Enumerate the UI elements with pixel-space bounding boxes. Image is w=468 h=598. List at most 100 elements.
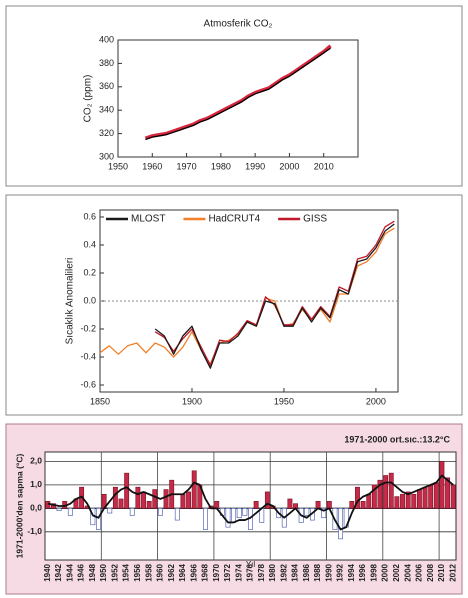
y-tick-label: 0.0 bbox=[83, 295, 96, 305]
bar bbox=[411, 493, 417, 509]
bar bbox=[203, 508, 208, 530]
bar bbox=[264, 491, 270, 509]
bar bbox=[231, 508, 237, 523]
x-tick-label: 1968 bbox=[201, 563, 210, 581]
bar bbox=[383, 475, 389, 509]
x-tick-label: 1972 bbox=[223, 563, 232, 581]
x-tick-label: 1952 bbox=[110, 563, 119, 581]
bar bbox=[326, 501, 332, 509]
y-tick-label: 400 bbox=[99, 34, 114, 44]
bar bbox=[191, 470, 197, 509]
bar bbox=[141, 491, 146, 509]
x-tick-label: 1960 bbox=[156, 563, 165, 581]
bar bbox=[371, 484, 377, 509]
bar bbox=[416, 489, 422, 509]
x-tick-label: 1978 bbox=[257, 563, 266, 581]
x-tick-label: 2010 bbox=[314, 161, 334, 171]
legend-box bbox=[104, 212, 384, 226]
chart-title: 1971-2000 ort.sıc.:13.2°C bbox=[344, 434, 450, 444]
bar bbox=[394, 496, 400, 509]
bar bbox=[445, 477, 450, 509]
y-tick-label: 320 bbox=[99, 128, 114, 138]
bar bbox=[287, 498, 293, 509]
bar bbox=[174, 508, 180, 521]
y-tick-label: 0.2 bbox=[83, 267, 96, 277]
series-line bbox=[154, 223, 395, 369]
x-tick-label: 1976 bbox=[246, 563, 255, 581]
y-tick-label: 1,0 bbox=[30, 479, 42, 489]
x-tick-label: 1956 bbox=[133, 563, 142, 581]
legend-label: HadCRUT4 bbox=[208, 214, 260, 225]
bar bbox=[405, 491, 411, 509]
bar bbox=[428, 484, 434, 509]
x-axis-label: Yıl bbox=[246, 560, 256, 569]
bar bbox=[163, 489, 169, 509]
bar bbox=[135, 486, 141, 509]
bar bbox=[422, 486, 428, 509]
x-tick-label: 1958 bbox=[144, 563, 153, 581]
bar bbox=[355, 486, 360, 509]
x-tick-label: 1850 bbox=[90, 396, 110, 406]
y-tick-label: 0.4 bbox=[83, 239, 96, 249]
bar bbox=[366, 493, 372, 509]
x-tick-label: 1950 bbox=[274, 396, 294, 406]
x-tick-label: 1996 bbox=[358, 563, 367, 581]
x-tick-label: 2012 bbox=[448, 563, 457, 581]
x-tick-label: 1998 bbox=[369, 563, 378, 581]
x-tick-label: 1946 bbox=[77, 563, 86, 581]
y-tick-label: 360 bbox=[99, 81, 114, 91]
y-tick-label: -1,0 bbox=[27, 526, 42, 536]
y-tick-label: -0.2 bbox=[80, 323, 96, 333]
bar bbox=[56, 508, 62, 511]
x-tick-label: 1950 bbox=[99, 563, 108, 581]
bar bbox=[377, 479, 383, 509]
y-tick-label: -0.4 bbox=[80, 351, 96, 361]
bar bbox=[146, 501, 152, 509]
x-tick-label: 1994 bbox=[347, 563, 356, 581]
x-tick-label: 1900 bbox=[182, 396, 202, 406]
bar bbox=[118, 498, 124, 509]
bar bbox=[338, 508, 344, 540]
x-tick-label: 1986 bbox=[302, 563, 311, 581]
x-tick-label: 1944 bbox=[65, 563, 74, 581]
bar bbox=[439, 461, 445, 509]
x-tick-label: 1954 bbox=[122, 563, 131, 581]
bar bbox=[180, 493, 186, 509]
bar bbox=[450, 484, 456, 509]
bar bbox=[433, 482, 439, 509]
legend-label: GISS bbox=[303, 214, 327, 225]
bar bbox=[129, 508, 135, 516]
x-tick-label: 1942 bbox=[54, 563, 63, 581]
x-tick-label: 1982 bbox=[279, 563, 288, 581]
y-tick-label: 380 bbox=[99, 58, 114, 68]
bar bbox=[349, 501, 355, 509]
x-tick-label: 1980 bbox=[268, 563, 277, 581]
bar bbox=[388, 472, 394, 509]
x-tick-label: 1962 bbox=[167, 563, 176, 581]
x-tick-label: 1992 bbox=[336, 563, 345, 581]
bar bbox=[152, 489, 158, 509]
x-tick-label: 1990 bbox=[245, 161, 265, 171]
bar bbox=[96, 508, 101, 530]
x-tick-label: 1950 bbox=[108, 161, 128, 171]
bar bbox=[107, 508, 113, 514]
plot-frame bbox=[117, 39, 359, 158]
x-tick-label: 2000 bbox=[279, 161, 299, 171]
bar bbox=[67, 508, 73, 516]
x-tick-label: 1980 bbox=[211, 161, 231, 171]
bar bbox=[112, 486, 118, 509]
x-tick-label: 2008 bbox=[426, 563, 435, 581]
bar bbox=[242, 508, 248, 516]
bar bbox=[315, 501, 321, 509]
x-tick-label: 1970 bbox=[212, 563, 221, 581]
trend-line bbox=[47, 474, 454, 531]
bar bbox=[124, 472, 130, 509]
x-tick-label: 2010 bbox=[437, 563, 446, 581]
x-tick-label: 2000 bbox=[366, 396, 386, 406]
x-tick-label: 1964 bbox=[178, 563, 187, 581]
bar bbox=[400, 493, 405, 509]
series-line bbox=[144, 44, 332, 140]
y-axis-label: 1971-2000'den sapma (°C) bbox=[14, 454, 24, 559]
x-tick-label: 1974 bbox=[234, 563, 243, 581]
